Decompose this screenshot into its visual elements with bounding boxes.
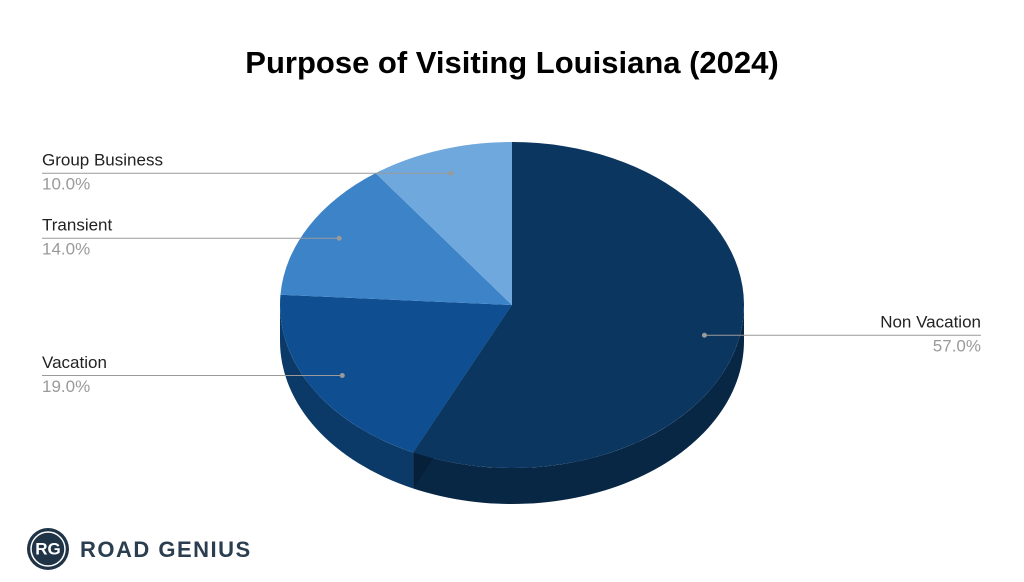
- logo-ring: [30, 531, 66, 567]
- data-label: 57.0%: [933, 337, 981, 356]
- logo-initials: RG: [35, 539, 61, 558]
- pie-slice: [280, 173, 512, 305]
- data-label: 19.0%: [42, 377, 90, 396]
- leader-dot: [448, 170, 454, 176]
- pie-slice: [375, 142, 512, 305]
- legend-label: Transient: [42, 216, 113, 235]
- chart-title: Purpose of Visiting Louisiana (2024): [245, 45, 778, 80]
- pie-slice: [413, 142, 744, 468]
- logo-badge: [27, 528, 69, 570]
- legend-label: Non Vacation: [880, 313, 981, 332]
- leader-dot: [701, 332, 707, 338]
- data-label: 14.0%: [42, 240, 90, 259]
- leader-dot: [336, 235, 342, 241]
- legend-label: Vacation: [42, 353, 107, 372]
- pie-slice: [280, 294, 512, 453]
- logo-name: ROAD GENIUS: [80, 537, 252, 562]
- leader-dot: [339, 373, 345, 379]
- data-label: 10.0%: [42, 175, 90, 194]
- slice-side: [413, 305, 744, 504]
- legend-label: Group Business: [42, 151, 163, 170]
- logo: RG ROAD GENIUS: [27, 528, 252, 570]
- slice-side: [280, 305, 414, 489]
